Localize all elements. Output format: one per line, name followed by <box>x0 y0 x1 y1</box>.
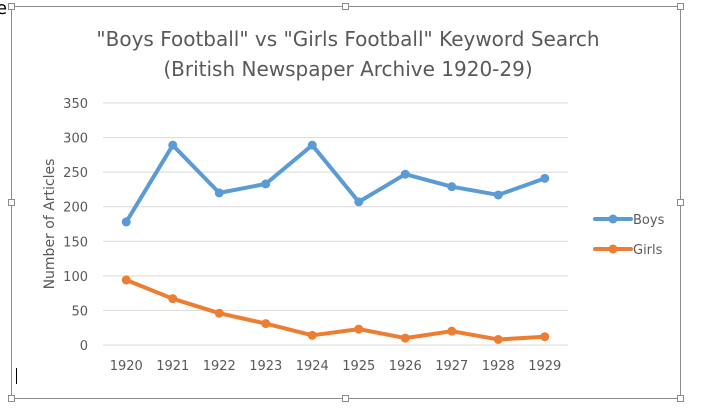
data-point-marker[interactable] <box>400 169 410 179</box>
x-tick-label: 1927 <box>435 359 468 374</box>
data-point-marker[interactable] <box>214 188 224 198</box>
y-tick-label: 200 <box>63 201 88 216</box>
chart-title: "Boys Football" vs "Girls Football" Keyw… <box>96 27 599 51</box>
x-tick-label: 1921 <box>156 359 189 374</box>
x-tick-label: 1928 <box>482 359 515 374</box>
series-boys[interactable] <box>121 140 550 227</box>
legend-label: Boys <box>633 213 665 228</box>
x-tick-label: 1922 <box>203 359 236 374</box>
data-point-marker[interactable] <box>493 190 503 200</box>
data-point-marker[interactable] <box>307 330 317 340</box>
data-point-marker[interactable] <box>214 308 224 318</box>
x-tick-label: 1926 <box>389 359 422 374</box>
legend-marker-icon <box>608 214 618 224</box>
x-tick-label: 1925 <box>342 359 375 374</box>
resize-handle-top-middle[interactable] <box>342 3 349 10</box>
data-point-marker[interactable] <box>447 182 457 192</box>
resize-handle-bottom-middle[interactable] <box>342 395 349 402</box>
x-tick-label: 1920 <box>110 359 143 374</box>
series-line[interactable] <box>124 278 547 342</box>
y-tick-label: 250 <box>63 166 88 181</box>
y-tick-label: 0 <box>80 339 88 354</box>
y-tick-label: 350 <box>63 97 88 112</box>
legend-item-boys[interactable]: Boys <box>593 213 665 228</box>
data-point-marker[interactable] <box>261 319 271 329</box>
resize-handle-bottom-right[interactable] <box>677 395 684 402</box>
data-point-marker[interactable] <box>168 140 178 150</box>
data-series <box>121 140 550 344</box>
y-tick-label: 150 <box>63 235 88 250</box>
x-tick-label: 1924 <box>296 359 329 374</box>
data-point-marker[interactable] <box>540 173 550 183</box>
data-point-marker[interactable] <box>121 217 131 227</box>
y-axis-label: Number of Articles <box>42 159 58 290</box>
legend-item-girls[interactable]: Girls <box>593 243 663 258</box>
resize-handle-top-right[interactable] <box>677 3 684 10</box>
y-tick-label: 100 <box>63 270 88 285</box>
resize-handle-middle-right[interactable] <box>677 199 684 206</box>
resize-handle-bottom-left[interactable] <box>8 395 15 402</box>
text-cursor <box>16 368 17 384</box>
data-point-marker[interactable] <box>354 197 364 207</box>
data-point-marker[interactable] <box>121 275 131 285</box>
data-point-marker[interactable] <box>354 324 364 334</box>
series-line[interactable] <box>124 143 547 224</box>
x-axis-ticks: 1920 1921 1922 1923 1924 1925 1926 1927 1928 1929 <box>110 359 562 374</box>
resize-handle-middle-left[interactable] <box>8 199 15 206</box>
legend-marker-icon <box>608 244 618 254</box>
series-girls[interactable] <box>121 275 550 344</box>
x-tick-label: 1923 <box>249 359 282 374</box>
data-point-marker[interactable] <box>400 333 410 343</box>
resize-handle-top-left[interactable] <box>8 3 15 10</box>
y-axis-ticks: 0 50 100 150 200 250 300 350 <box>63 97 88 354</box>
data-point-marker[interactable] <box>493 334 503 344</box>
data-point-marker[interactable] <box>168 294 178 304</box>
data-point-marker[interactable] <box>540 332 550 342</box>
y-tick-label: 300 <box>63 132 88 147</box>
gridlines <box>103 102 568 346</box>
x-tick-label: 1929 <box>528 359 561 374</box>
data-point-marker[interactable] <box>447 326 457 336</box>
data-point-marker[interactable] <box>261 179 271 189</box>
data-point-marker[interactable] <box>307 140 317 150</box>
stray-text: e <box>0 0 8 19</box>
legend-label: Girls <box>633 243 663 258</box>
legend: Boys Girls <box>593 213 665 258</box>
y-tick-label: 50 <box>71 304 88 319</box>
chart-subtitle: (British Newspaper Archive 1920-29) <box>163 57 532 81</box>
